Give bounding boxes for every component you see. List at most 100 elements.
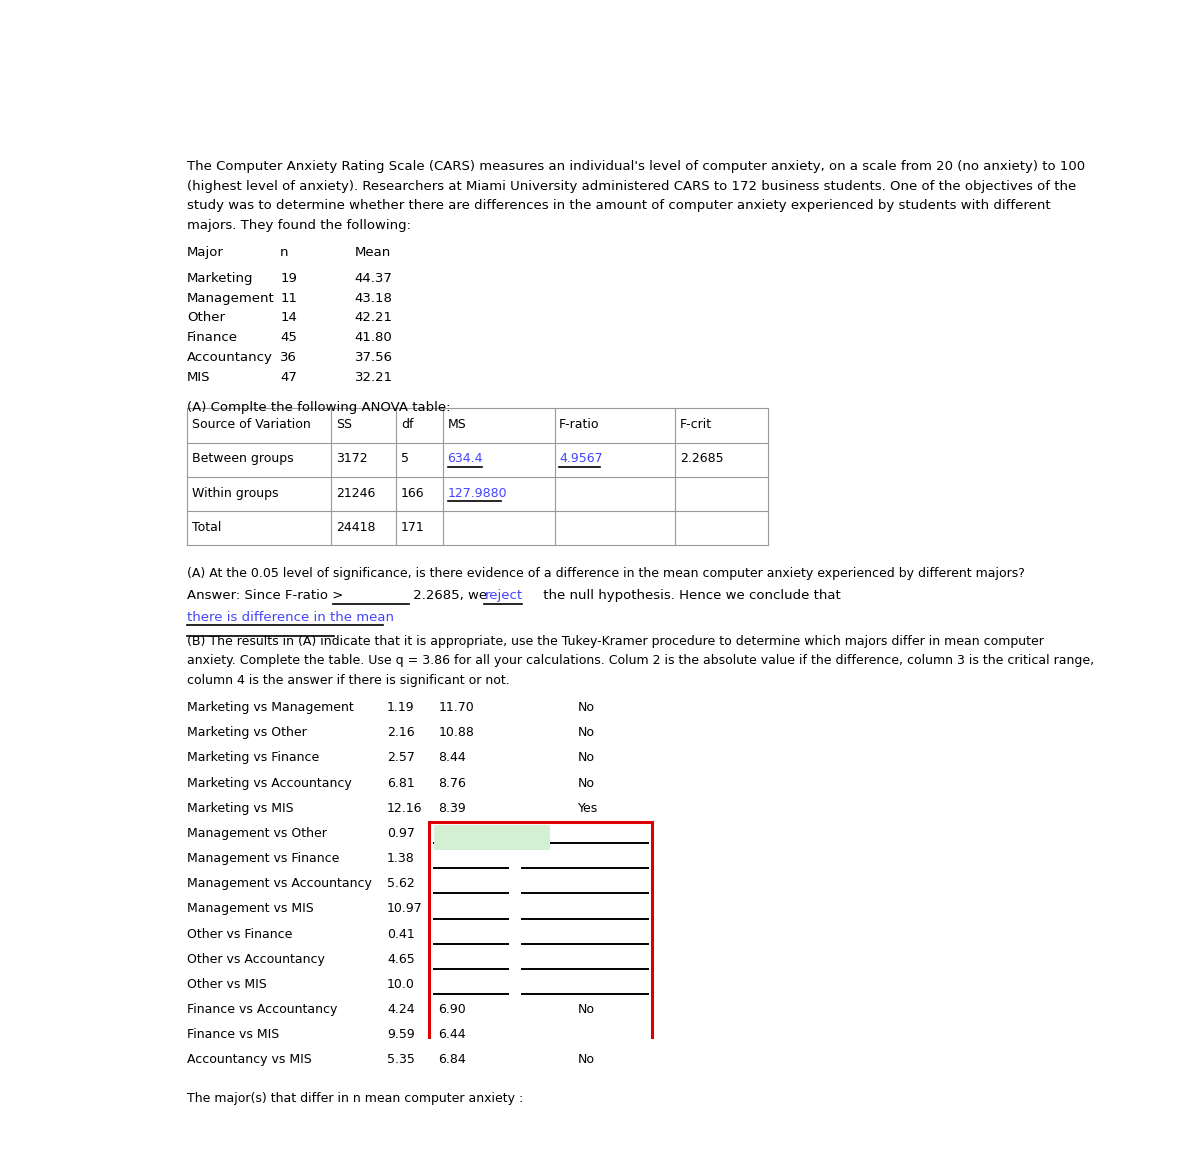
Text: 12.16: 12.16 — [388, 802, 422, 815]
Text: Marketing vs Other: Marketing vs Other — [187, 726, 307, 739]
Text: (A) At the 0.05 level of significance, is there evidence of a difference in the : (A) At the 0.05 level of significance, i… — [187, 567, 1025, 580]
Text: Source of Variation: Source of Variation — [192, 418, 311, 432]
Text: 36: 36 — [281, 351, 298, 364]
Text: 24418: 24418 — [336, 520, 376, 533]
Text: 4.65: 4.65 — [388, 952, 415, 966]
Text: 6.90: 6.90 — [438, 1004, 466, 1016]
Text: Finance vs MIS: Finance vs MIS — [187, 1028, 280, 1041]
Text: column 4 is the answer if there is significant or not.: column 4 is the answer if there is signi… — [187, 675, 510, 687]
Text: Other: Other — [187, 312, 226, 324]
Text: 43.18: 43.18 — [355, 292, 392, 305]
Text: Marketing: Marketing — [187, 272, 253, 285]
Text: reject: reject — [485, 589, 522, 602]
Text: 42.21: 42.21 — [355, 312, 392, 324]
Text: 2.2685: 2.2685 — [680, 453, 724, 466]
Text: 8.76: 8.76 — [438, 776, 466, 790]
Text: 47: 47 — [281, 371, 298, 384]
Text: 2.57: 2.57 — [388, 752, 415, 764]
Text: Marketing vs MIS: Marketing vs MIS — [187, 802, 294, 815]
Text: MIS: MIS — [187, 371, 211, 384]
Text: (highest level of anxiety). Researchers at Miami University administered CARS to: (highest level of anxiety). Researchers … — [187, 180, 1076, 193]
Text: majors. They found the following:: majors. They found the following: — [187, 219, 412, 232]
Text: anxiety. Complete the table. Use q = 3.86 for all your calculations. Colum 2 is : anxiety. Complete the table. Use q = 3.8… — [187, 655, 1094, 668]
Text: 4.24: 4.24 — [388, 1004, 415, 1016]
Text: No: No — [578, 1004, 595, 1016]
Text: Total: Total — [192, 520, 221, 533]
Text: study was to determine whether there are differences in the amount of computer a: study was to determine whether there are… — [187, 200, 1051, 212]
Text: No: No — [578, 776, 595, 790]
Text: Accountancy vs MIS: Accountancy vs MIS — [187, 1054, 312, 1067]
Text: MS: MS — [448, 418, 467, 432]
Text: Management: Management — [187, 292, 275, 305]
Bar — [433, 825, 550, 851]
Text: 21246: 21246 — [336, 487, 376, 499]
Text: 0.97: 0.97 — [388, 827, 415, 840]
Text: 4.9567: 4.9567 — [559, 453, 602, 466]
Text: 45: 45 — [281, 331, 298, 344]
Text: Accountancy: Accountancy — [187, 351, 274, 364]
Text: 11.70: 11.70 — [438, 701, 474, 714]
Bar — [430, 822, 653, 1096]
Text: 6.84: 6.84 — [438, 1054, 466, 1067]
Text: df: df — [401, 418, 414, 432]
Text: 10.0: 10.0 — [388, 978, 415, 991]
Text: 3172: 3172 — [336, 453, 367, 466]
Text: 166: 166 — [401, 487, 425, 499]
Text: Other vs Finance: Other vs Finance — [187, 928, 293, 941]
Text: 6.81: 6.81 — [388, 776, 415, 790]
Text: 8.39: 8.39 — [438, 802, 466, 815]
Text: 44.37: 44.37 — [355, 272, 392, 285]
Text: (B) The results in (A) indicate that it is appropriate, use the Tukey-Kramer pro: (B) The results in (A) indicate that it … — [187, 635, 1044, 648]
Text: The major(s) that differ in n mean computer anxiety :: The major(s) that differ in n mean compu… — [187, 1092, 523, 1105]
Text: Marketing vs Management: Marketing vs Management — [187, 701, 354, 714]
Text: 6.44: 6.44 — [438, 1028, 466, 1041]
Text: 1.19: 1.19 — [388, 701, 415, 714]
Text: 8.44: 8.44 — [438, 752, 466, 764]
Text: Answer: Since F-ratio >: Answer: Since F-ratio > — [187, 589, 343, 602]
Text: 5: 5 — [401, 453, 409, 466]
Text: 127.9880: 127.9880 — [448, 487, 508, 499]
Text: 2.2685, we: 2.2685, we — [408, 589, 491, 602]
Text: Other vs MIS: Other vs MIS — [187, 978, 266, 991]
Text: 5.35: 5.35 — [388, 1054, 415, 1067]
Text: (A) Complte the following ANOVA table:: (A) Complte the following ANOVA table: — [187, 401, 451, 414]
Text: 2.16: 2.16 — [388, 726, 415, 739]
Text: F-crit: F-crit — [680, 418, 713, 432]
Text: 37.56: 37.56 — [355, 351, 392, 364]
Text: 171: 171 — [401, 520, 425, 533]
Text: 634.4: 634.4 — [448, 453, 484, 466]
Text: 11: 11 — [281, 292, 298, 305]
Text: n: n — [281, 246, 289, 259]
Text: Major: Major — [187, 246, 224, 259]
Text: SS: SS — [336, 418, 352, 432]
Text: Yes: Yes — [578, 802, 598, 815]
Text: F-ratio: F-ratio — [559, 418, 600, 432]
Text: Management vs MIS: Management vs MIS — [187, 902, 314, 915]
Text: the null hypothesis. Hence we conclude that: the null hypothesis. Hence we conclude t… — [522, 589, 841, 602]
Text: The Computer Anxiety Rating Scale (CARS) measures an individual's level of compu: The Computer Anxiety Rating Scale (CARS)… — [187, 160, 1085, 173]
Text: Management vs Accountancy: Management vs Accountancy — [187, 878, 372, 890]
Text: 10.88: 10.88 — [438, 726, 474, 739]
Text: Marketing vs Accountancy: Marketing vs Accountancy — [187, 776, 352, 790]
Text: Within groups: Within groups — [192, 487, 278, 499]
Text: Other vs Accountancy: Other vs Accountancy — [187, 952, 325, 966]
Text: No: No — [578, 726, 595, 739]
Text: No: No — [578, 752, 595, 764]
Text: Management vs Other: Management vs Other — [187, 827, 328, 840]
Text: 19: 19 — [281, 272, 298, 285]
Text: 0.41: 0.41 — [388, 928, 415, 941]
Text: Finance vs Accountancy: Finance vs Accountancy — [187, 1004, 337, 1016]
Text: 32.21: 32.21 — [355, 371, 392, 384]
Text: No: No — [578, 701, 595, 714]
Text: 10.97: 10.97 — [388, 902, 422, 915]
Text: 5.62: 5.62 — [388, 878, 415, 890]
Text: 1.38: 1.38 — [388, 852, 415, 865]
Text: Management vs Finance: Management vs Finance — [187, 852, 340, 865]
Text: Mean: Mean — [355, 246, 391, 259]
Text: there is difference in the mean: there is difference in the mean — [187, 610, 394, 624]
Text: Between groups: Between groups — [192, 453, 294, 466]
Text: 41.80: 41.80 — [355, 331, 392, 344]
Text: Finance: Finance — [187, 331, 238, 344]
Text: Marketing vs Finance: Marketing vs Finance — [187, 752, 319, 764]
Text: No: No — [578, 1054, 595, 1067]
